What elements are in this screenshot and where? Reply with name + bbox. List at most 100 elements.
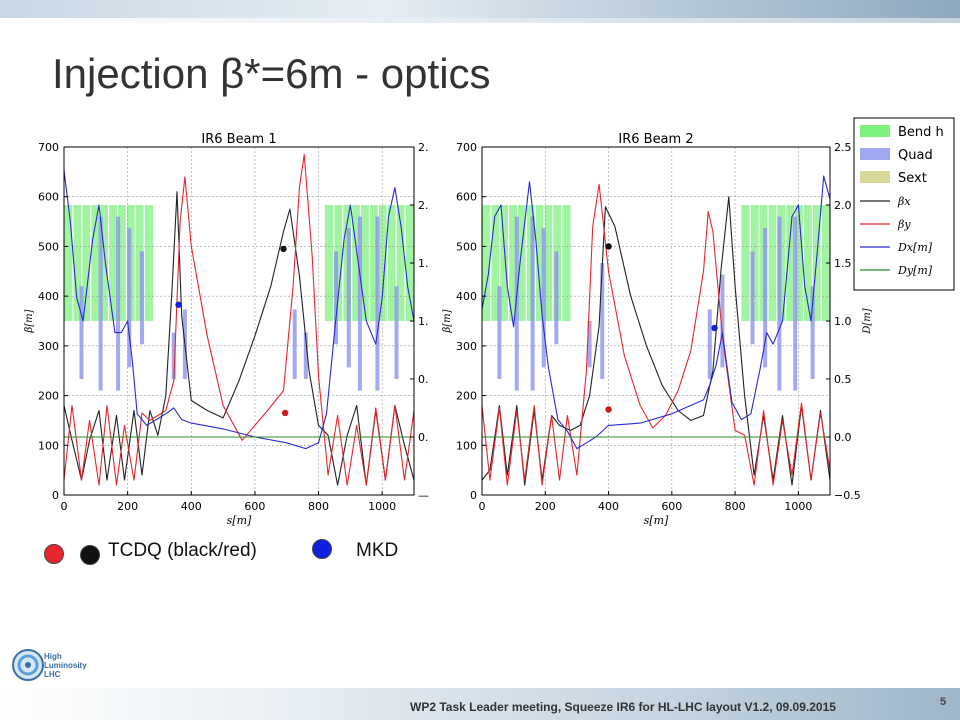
marker-point: [605, 406, 612, 413]
legend-label: Dx[m]: [897, 241, 933, 254]
bottom-decor-band: [0, 688, 960, 720]
y-tick-label: 600: [456, 191, 477, 204]
y2-tick-label: 0.: [418, 373, 429, 386]
quad-block: [587, 321, 592, 368]
series-line-dx: [481, 175, 831, 450]
logo-line: Luminosity: [44, 661, 87, 670]
quad-block: [541, 228, 546, 368]
y-tick-label: 700: [456, 141, 477, 154]
x-tick-label: 0: [479, 500, 486, 513]
y-tick-label: 0: [52, 489, 59, 502]
x-tick-label: 200: [535, 500, 556, 513]
logo-line: LHC: [44, 670, 61, 679]
x-axis-label: s[m]: [227, 514, 252, 527]
legend-swatch: [860, 171, 890, 183]
series-line-dx: [63, 170, 415, 450]
y-tick-label: 100: [456, 439, 477, 452]
page-number: 5: [940, 696, 947, 708]
legend-label: βx: [897, 195, 911, 208]
y-tick-label: 100: [38, 439, 59, 452]
quad-block: [292, 309, 297, 379]
y2-tick-label: 0.: [418, 431, 429, 444]
logo-icon: [12, 649, 44, 681]
y2-tick-label: 1.: [418, 315, 429, 328]
quad-block: [497, 286, 502, 379]
legend-label: βy: [897, 218, 911, 231]
quad-block: [394, 286, 399, 379]
y-tick-label: 400: [456, 290, 477, 303]
x-tick-label: 800: [725, 500, 746, 513]
series-line-betx: [63, 191, 415, 486]
legend-label: Sext: [898, 171, 927, 186]
y-tick-label: 500: [456, 240, 477, 253]
quad-block: [139, 251, 144, 345]
y-axis-label: β[m]: [24, 309, 35, 333]
y2-tick-label: —: [418, 489, 429, 502]
y2-tick-label: 2.5: [834, 141, 852, 154]
tcdq-label: TCDQ (black/red): [108, 540, 257, 561]
slide-title: Injection β*=6m - optics: [52, 50, 491, 97]
x-tick-label: 600: [244, 500, 265, 513]
marker-point: [281, 409, 289, 417]
marker-point: [711, 324, 718, 332]
quad-block: [334, 251, 339, 345]
quad-block: [514, 216, 519, 391]
legend-label: Bend h: [898, 125, 944, 140]
x-tick-label: 600: [661, 500, 682, 513]
x-tick-label: 0: [61, 500, 68, 513]
x-tick-label: 200: [117, 500, 138, 513]
legend-label: Dy[m]: [897, 264, 933, 277]
marker-legend: TCDQ (black/red) MKD: [40, 538, 440, 568]
y-tick-label: 200: [456, 390, 477, 403]
quad-block: [98, 216, 103, 391]
quad-block: [303, 332, 308, 379]
quad-block: [763, 228, 768, 368]
quad-block: [171, 332, 176, 379]
x-tick-label: 1000: [784, 500, 812, 513]
logo-text: High Luminosity LHC: [44, 652, 87, 679]
x-axis-label: s[m]: [644, 514, 669, 527]
y-tick-label: 600: [38, 191, 59, 204]
legend-box: [853, 117, 955, 291]
mkd-label: MKD: [356, 540, 399, 561]
quad-block: [357, 216, 362, 391]
y-axis-label: β[m]: [442, 309, 453, 333]
chart-title: IR6 Beam 1: [201, 132, 276, 147]
quad-block: [707, 309, 712, 379]
y2-tick-label: 2.0: [834, 199, 852, 212]
marker-point: [280, 245, 287, 253]
y-tick-label: 300: [38, 340, 59, 353]
y-tick-label: 700: [38, 141, 59, 154]
series-line-bety: [481, 183, 831, 486]
quad-block: [375, 216, 380, 391]
optics-charts: 0 200 400 600 800 10000100200300400500600700—…: [24, 117, 955, 527]
series-line-bety: [63, 153, 415, 486]
top-decor-band: [0, 0, 960, 18]
y2-tick-label: 1.0: [834, 315, 852, 328]
legend-swatch: [860, 148, 890, 160]
y-tick-label: 500: [38, 240, 59, 253]
quad-block: [793, 216, 798, 391]
y2-tick-label: −0.5: [834, 489, 861, 502]
quad-block: [720, 274, 725, 368]
x-tick-label: 400: [598, 500, 619, 513]
y-tick-label: 0: [470, 489, 477, 502]
quad-block: [600, 263, 605, 379]
top-decor-band-lower: [0, 18, 960, 23]
chart-title: IR6 Beam 2: [618, 132, 693, 147]
quad-block: [79, 286, 84, 379]
y2-tick-label: 2.: [418, 141, 429, 154]
quad-block: [554, 251, 559, 345]
quad-block: [777, 216, 782, 391]
blue-marker-dot: [312, 539, 332, 559]
y2-tick-label: 0.5: [834, 373, 852, 386]
y2-tick-label: 1.: [418, 257, 429, 270]
legend-swatch: [860, 125, 890, 137]
logo-line: High: [44, 652, 62, 661]
hl-lhc-logo: [10, 645, 100, 685]
quad-block: [127, 228, 132, 368]
y2-tick-label: 2.: [418, 199, 429, 212]
footer-text: WP2 Task Leader meeting, Squeeze IR6 for…: [410, 700, 836, 714]
y2-tick-label: 0.0: [834, 431, 852, 444]
red-marker-dot: [44, 544, 64, 564]
